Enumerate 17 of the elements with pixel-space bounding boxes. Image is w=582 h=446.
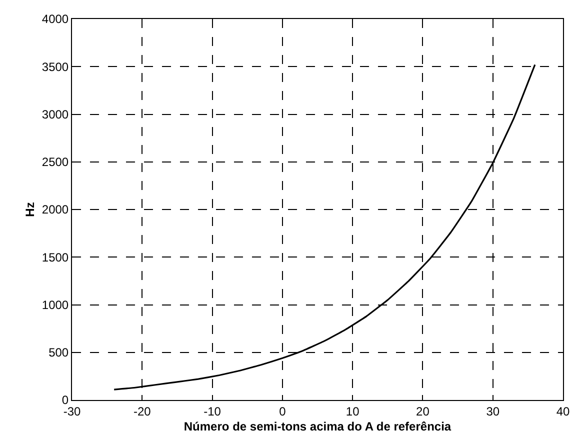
x-tick-label: 20 [416,404,430,418]
y-tick-label: 4000 [42,12,69,26]
y-tick-label: 3500 [42,60,69,74]
x-tick-label: 40 [556,404,570,418]
y-axis-title: Hz [23,202,38,217]
x-tick-label: 10 [346,404,360,418]
y-tick-label: 1500 [42,250,69,264]
x-tick-label: 0 [279,404,286,418]
x-axis-title: Número de semi-tons acima do A de referência [184,419,452,434]
y-tick-label: 500 [48,346,69,360]
x-tick-label: -10 [204,404,222,418]
y-tick-label: 2000 [42,202,69,217]
x-tick-label: 30 [486,404,500,418]
x-tick-label: -20 [133,404,152,418]
y-tick-label: 1000 [42,298,69,312]
y-tick-label: 3000 [42,107,69,122]
y-tick-label: 2500 [42,155,69,170]
